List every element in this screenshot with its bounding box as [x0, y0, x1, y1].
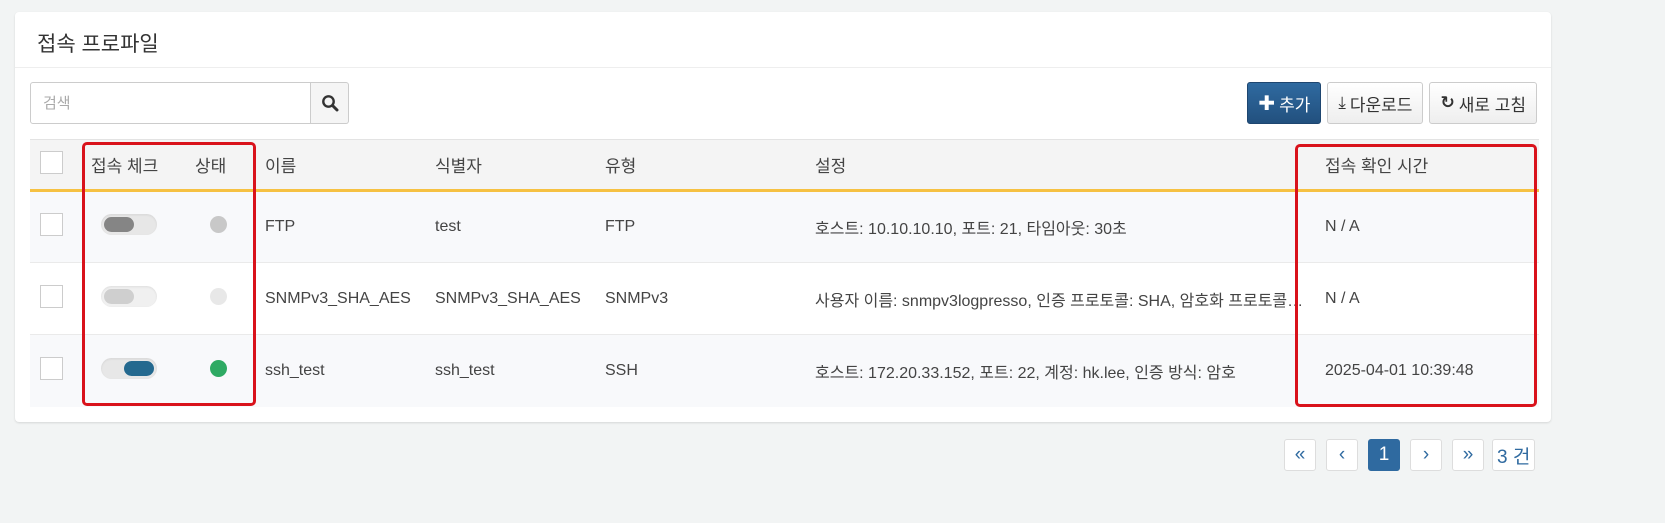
table-row[interactable]: SNMPv3_SHA_AES SNMPv3_SHA_AES SNMPv3 사용자… [30, 262, 1539, 335]
prev-page-button[interactable]: ‹ [1326, 439, 1358, 471]
download-button[interactable]: ⤓ 다운로드 [1327, 82, 1424, 124]
column-header[interactable]: 상태 [185, 139, 255, 192]
settings-cell: 사용자 이름: snmpv3logpresso, 인증 프로토콜: SHA, 암… [805, 262, 1305, 335]
page-1-button[interactable]: 1 [1368, 439, 1400, 471]
download-icon: ⤓ [1338, 93, 1346, 112]
row-checkbox[interactable] [40, 356, 63, 380]
status-indicator [210, 216, 227, 233]
connection-check-toggle[interactable] [101, 357, 157, 379]
search-box [30, 82, 349, 124]
last-page-button[interactable]: » [1452, 439, 1484, 471]
refresh-button[interactable]: ↻ 새로 고침 [1429, 82, 1537, 124]
row-checkbox-cell [30, 334, 81, 407]
name-cell[interactable]: ssh_test [255, 334, 425, 407]
settings-cell: 호스트: 172.20.33.152, 포트: 22, 계정: hk.lee, … [805, 334, 1305, 407]
pagination: « ‹ 1 › » 3 건 [1284, 439, 1536, 471]
select-all-checkbox[interactable] [40, 150, 63, 174]
type-cell: SNMPv3 [595, 262, 805, 335]
profile-table: 접속 체크 상태 이름 식별자 유형 설정 접속 확인 시간 FTP test … [30, 139, 1539, 407]
row-checkbox-cell [30, 262, 81, 335]
search-icon [321, 95, 338, 112]
status-indicator [210, 287, 227, 305]
first-page-button[interactable]: « [1284, 439, 1316, 471]
add-button[interactable]: ✚ 추가 [1247, 82, 1322, 124]
status-cell [185, 334, 255, 407]
connection-check-toggle[interactable] [101, 214, 157, 235]
page-title: 접속 프로파일 [15, 12, 1551, 68]
column-header[interactable]: 이름 [255, 139, 425, 192]
search-button[interactable] [311, 82, 349, 124]
checked-time-cell: N / A [1305, 190, 1539, 263]
checked-time-cell: 2025-04-01 10:39:48 [1305, 334, 1539, 407]
column-header[interactable]: 접속 확인 시간 [1305, 139, 1539, 192]
checked-time-cell: N / A [1305, 262, 1539, 335]
settings-cell: 호스트: 10.10.10.10, 포트: 21, 타임아웃: 30초 [805, 190, 1305, 263]
search-input[interactable] [30, 82, 311, 124]
row-checkbox[interactable] [40, 213, 63, 236]
column-header[interactable]: 설정 [805, 139, 1305, 192]
type-cell: SSH [595, 334, 805, 407]
name-cell[interactable]: SNMPv3_SHA_AES [255, 262, 425, 335]
identifier-cell: ssh_test [425, 334, 595, 407]
status-cell [185, 190, 255, 263]
highlight-box [82, 142, 256, 406]
status-cell [185, 262, 255, 335]
name-cell[interactable]: FTP [255, 190, 425, 263]
type-cell: FTP [595, 190, 805, 263]
select-all-cell [30, 139, 81, 192]
status-indicator [210, 359, 227, 377]
refresh-icon: ↻ [1440, 93, 1455, 112]
row-checkbox[interactable] [40, 284, 63, 308]
column-header[interactable]: 접속 체크 [81, 139, 185, 192]
plus-icon: ✚ [1258, 92, 1276, 115]
connection-check-toggle[interactable] [101, 285, 157, 307]
connection-check-cell [81, 190, 185, 263]
next-page-button[interactable]: › [1410, 439, 1442, 471]
toolbar: ✚ 추가 ⤓ 다운로드 ↻ 새로 고침 [1247, 82, 1537, 124]
table-row[interactable]: ssh_test ssh_test SSH 호스트: 172.20.33.152… [30, 334, 1539, 407]
connection-profile-panel: 접속 프로파일 ✚추가 ⤓다운로드 ↻새로 고침 접속 체크 상태 이름 식별자… [15, 12, 1551, 422]
column-header[interactable]: 식별자 [425, 139, 595, 192]
row-checkbox-cell [30, 190, 81, 263]
identifier-cell: SNMPv3_SHA_AES [425, 262, 595, 335]
table-row[interactable]: FTP test FTP 호스트: 10.10.10.10, 포트: 21, 타… [30, 190, 1539, 263]
connection-check-cell [81, 334, 185, 407]
connection-check-cell [81, 262, 185, 335]
total-count: 3 건 [1492, 439, 1536, 471]
column-header[interactable]: 유형 [595, 139, 805, 192]
highlight-box [1295, 144, 1537, 407]
identifier-cell: test [425, 190, 595, 263]
